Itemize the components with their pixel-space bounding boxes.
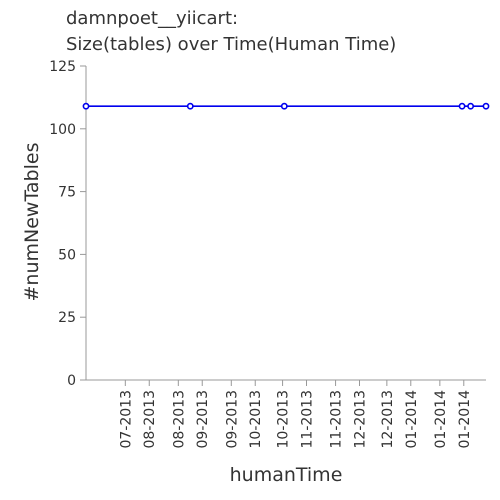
x-tick-label: 07-2013	[118, 390, 134, 449]
axes	[85, 66, 486, 381]
data-point	[82, 102, 90, 110]
data-point	[458, 102, 466, 110]
data-point	[467, 102, 475, 110]
y-tick-label: 0	[67, 373, 76, 389]
y-tick-label: 75	[58, 185, 76, 201]
y-tick-label: 125	[49, 59, 76, 75]
y-tick-label: 50	[58, 247, 76, 263]
x-ticks: 07-2013 08-2013 08-2013 09-2013 09-2013 10-20…	[118, 380, 473, 449]
chart-title-line-2: Size(tables) over Time(Human Time)	[66, 34, 397, 55]
x-tick-label: 01-2014	[457, 390, 473, 449]
x-tick-label: 08-2013	[142, 390, 158, 449]
x-axis-label: humanTime	[230, 464, 343, 486]
x-tick-label: 09-2013	[195, 390, 211, 449]
y-tick-label: 25	[58, 310, 76, 326]
x-tick-label: 08-2013	[171, 390, 187, 449]
data-point	[280, 102, 288, 110]
x-tick-label: 11-2013	[300, 390, 316, 449]
x-tick-label: 10-2013	[248, 390, 264, 449]
x-tick-label: 12-2013	[380, 390, 396, 449]
x-tick-label: 10-2013	[276, 390, 292, 449]
x-tick-label: 09-2013	[224, 390, 240, 449]
x-tick-label: 12-2013	[353, 390, 369, 449]
chart-title-line-1: damnpoet__yiicart:	[66, 8, 239, 29]
data-point	[482, 102, 490, 110]
data-point	[186, 102, 194, 110]
y-axis-label: #numNewTables	[21, 143, 43, 302]
y-tick-label: 100	[49, 122, 76, 138]
x-tick-label: 11-2013	[329, 390, 345, 449]
series-group	[82, 102, 490, 110]
x-tick-label: 01-2014	[433, 390, 449, 449]
y-ticks: 0 25 50 75 100 125	[49, 59, 86, 389]
x-tick-label: 01-2014	[404, 390, 420, 449]
